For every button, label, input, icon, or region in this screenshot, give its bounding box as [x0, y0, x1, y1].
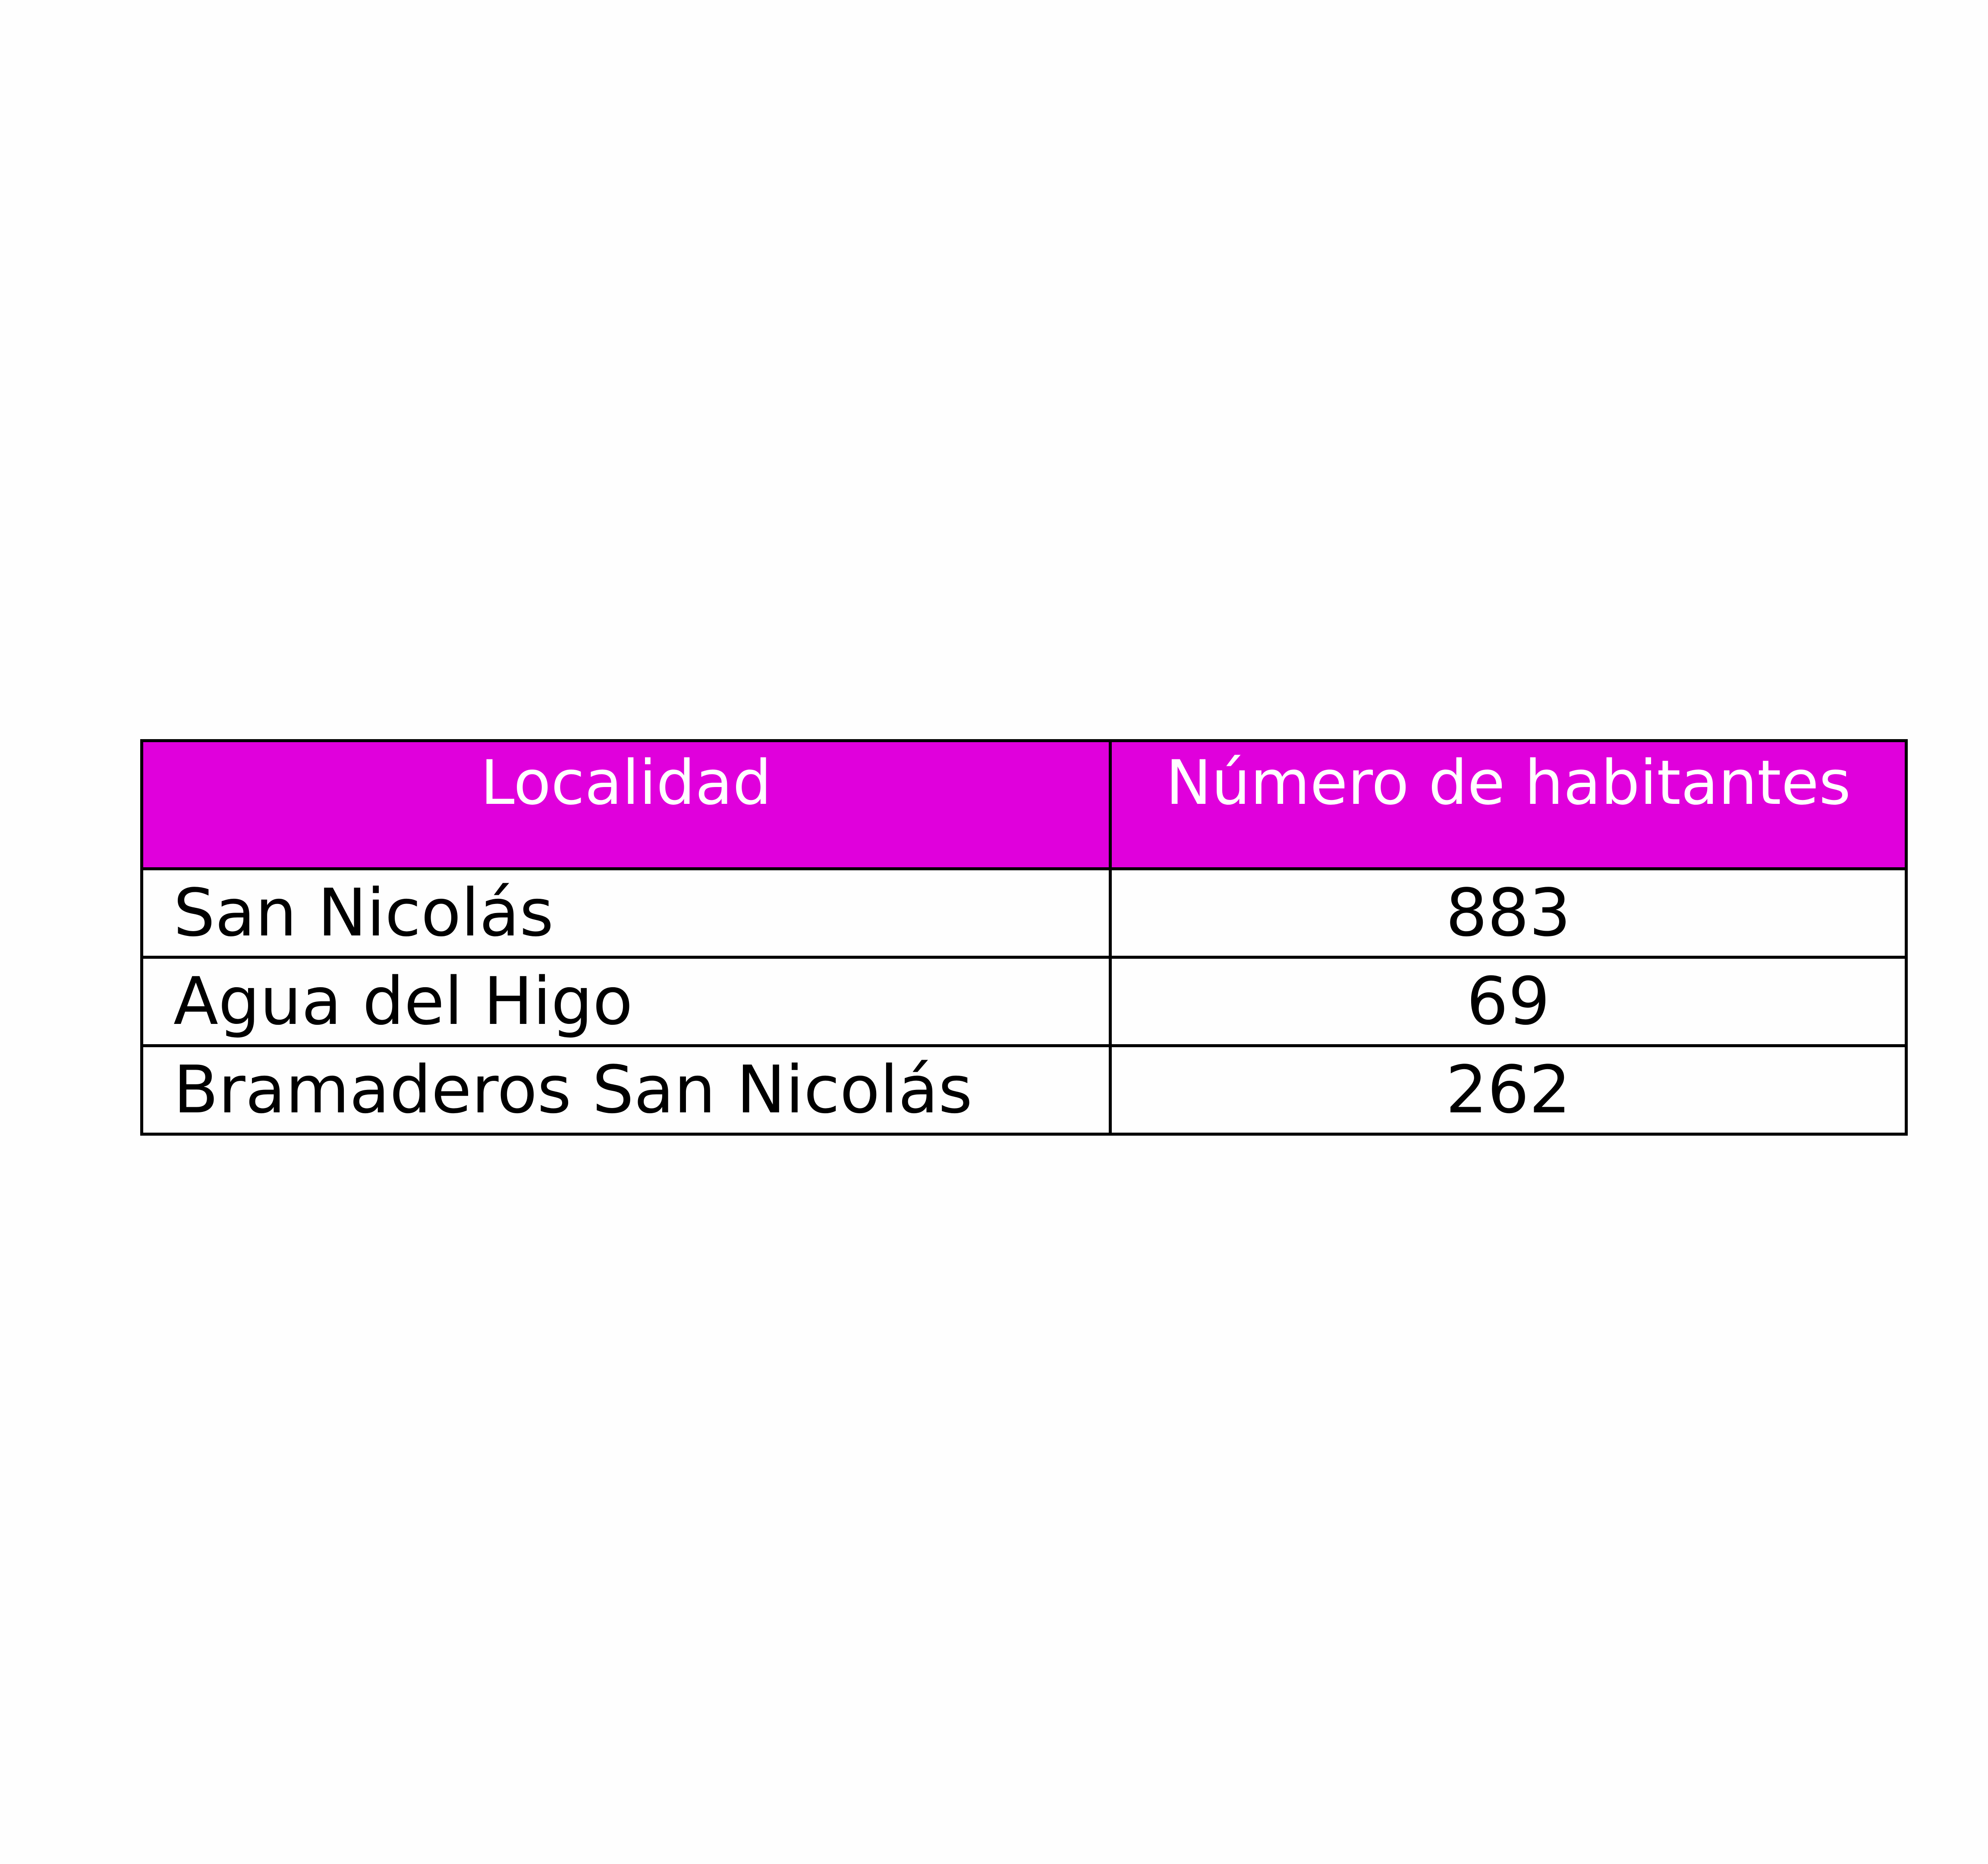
table-row: Bramaderos San Nicolás 262	[140, 1044, 1908, 1136]
table-row: Agua del Higo 69	[140, 956, 1908, 1047]
cell-localidad: San Nicolás	[140, 867, 1112, 959]
cell-habitantes: 262	[1109, 1044, 1908, 1136]
cell-localidad: Agua del Higo	[140, 956, 1112, 1047]
header-localidad: Localidad	[140, 739, 1112, 870]
header-row: Localidad Número de habitantes	[140, 739, 1908, 870]
table-row: San Nicolás 883	[140, 867, 1908, 959]
cell-habitantes: 883	[1109, 867, 1908, 959]
cell-habitantes: 69	[1109, 956, 1908, 1047]
cell-localidad: Bramaderos San Nicolás	[140, 1044, 1112, 1136]
header-habitantes: Número de habitantes	[1109, 739, 1908, 870]
population-table: Localidad Número de habitantes San Nicol…	[140, 739, 1908, 1136]
